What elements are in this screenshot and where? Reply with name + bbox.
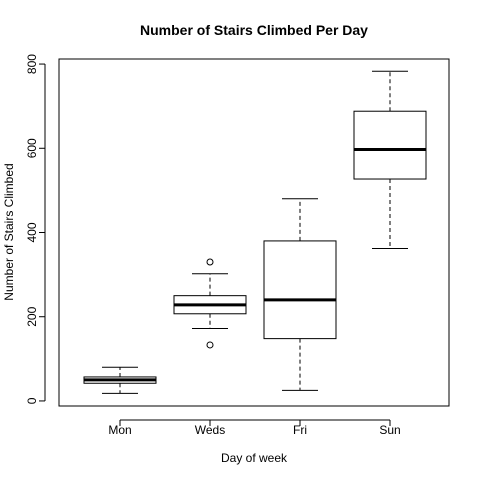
chart-title: Number of Stairs Climbed Per Day <box>140 22 368 38</box>
y-axis: 0 200 400 600 800 <box>25 54 46 404</box>
y-tick-label: 800 <box>25 54 39 74</box>
box-mon <box>83 366 157 394</box>
outlier-point <box>206 258 214 266</box>
outlier-point <box>206 341 214 349</box>
x-tick-label: Sun <box>379 423 400 437</box>
x-tick-label: Weds <box>195 423 225 437</box>
y-axis-label: Number of Stairs Climbed <box>2 163 16 300</box>
plot-frame <box>58 58 450 407</box>
x-axis-label: Day of week <box>221 451 288 465</box>
x-tick-label: Fri <box>293 423 307 437</box>
y-tick-label: 0 <box>25 397 39 404</box>
x-axis: Mon Weds Fri Sun <box>108 419 401 437</box>
y-tick-label: 400 <box>25 222 39 242</box>
box-weds <box>173 258 247 349</box>
box-series <box>83 70 427 394</box>
y-tick-label: 600 <box>25 138 39 158</box>
iqr-box <box>353 110 427 180</box>
box-sun <box>353 70 427 250</box>
y-tick-label: 200 <box>25 306 39 326</box>
box-fri <box>263 198 337 391</box>
iqr-box <box>263 240 337 340</box>
x-tick-label: Mon <box>108 423 131 437</box>
